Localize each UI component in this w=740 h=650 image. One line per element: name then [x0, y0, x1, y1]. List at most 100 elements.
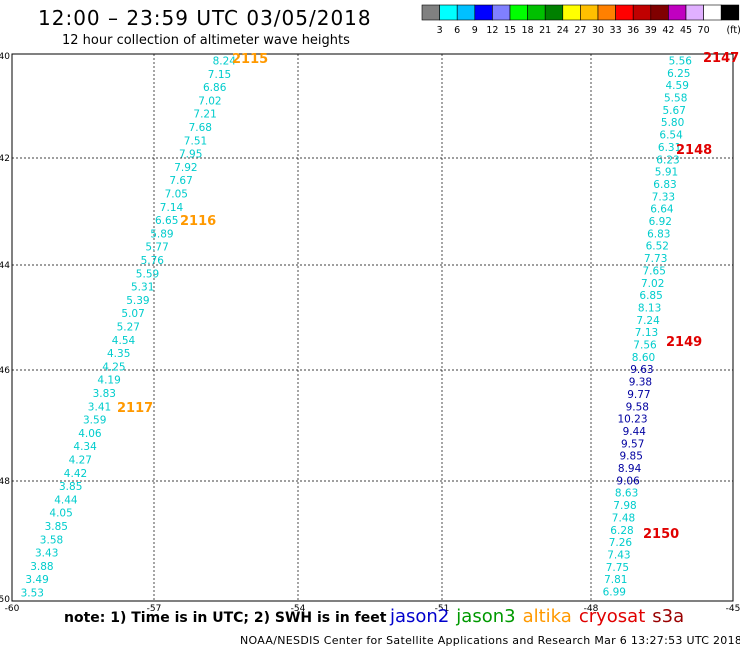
legend-s3a: s3a	[652, 606, 685, 627]
wave-height-value: 7.05	[165, 189, 188, 201]
wave-height-value: 4.05	[49, 508, 72, 520]
wave-height-value: 3.83	[93, 388, 116, 400]
wave-height-value: 7.02	[641, 278, 664, 290]
wave-height-value: 7.21	[193, 109, 216, 121]
wave-height-value: 8.94	[618, 463, 642, 475]
footer-credit: NOAA/NESDIS Center for Satellite Applica…	[240, 634, 740, 647]
x-tick-label: -60	[5, 604, 20, 614]
time-label: 2149	[666, 335, 702, 350]
color-scale-tick: 15	[504, 25, 516, 36]
wave-height-value: 7.75	[606, 562, 629, 574]
wave-height-value: 4.35	[107, 348, 130, 360]
color-scale-tick: 39	[645, 25, 657, 36]
time-label: 2150	[643, 527, 679, 542]
wave-height-value: 4.25	[102, 361, 125, 373]
wave-height-value: 7.68	[189, 122, 212, 134]
color-scale-tick: 12	[486, 25, 498, 36]
x-tick-label: -45	[726, 604, 740, 614]
y-tick-label: -44	[0, 261, 10, 271]
wave-height-value: 8.63	[615, 488, 638, 500]
color-scale-tick: 70	[698, 25, 710, 36]
wave-height-value: 5.89	[150, 228, 173, 240]
wave-height-value: 7.14	[160, 202, 184, 214]
color-scale-tick: 18	[522, 25, 534, 36]
wave-height-value: 4.34	[73, 441, 97, 453]
color-scale-tick: 9	[472, 25, 478, 36]
wave-height-value: 6.28	[610, 525, 633, 537]
time-label: 2117	[117, 401, 153, 416]
wave-height-value: 6.99	[603, 587, 626, 599]
wave-height-value: 4.42	[64, 468, 87, 480]
y-tick-label: -48	[0, 477, 10, 487]
color-scale-tick: 45	[680, 25, 692, 36]
wave-height-value: 3.58	[40, 534, 63, 546]
wave-height-value: 3.49	[25, 574, 48, 586]
time-label: 2115	[232, 52, 268, 67]
wave-height-value: 7.33	[652, 191, 675, 203]
color-scale-tick: 30	[592, 25, 604, 36]
time-label: 2116	[180, 214, 216, 229]
wave-height-value: 4.44	[54, 494, 78, 506]
wave-height-value: 7.43	[607, 550, 630, 562]
wave-height-value: 7.81	[604, 574, 627, 586]
time-label: 2148	[676, 143, 712, 158]
color-scale-bar: 3 6 9 12 15 18 21 24 27 30 33 36 39 42 45 70 (ft)	[421, 4, 740, 36]
wave-height-value: 8.60	[632, 352, 655, 364]
x-tick-label: -48	[584, 604, 599, 614]
wave-height-value: 8.24	[213, 56, 237, 68]
legend-jason2: jason2	[390, 606, 450, 627]
wave-height-value: 7.73	[644, 253, 667, 265]
wave-height-value: 7.48	[612, 512, 635, 524]
wave-height-value: 9.63	[630, 364, 653, 376]
wave-height-value: 5.27	[117, 322, 140, 334]
wave-height-value: 6.23	[656, 154, 679, 166]
wave-height-value: 9.38	[629, 377, 652, 389]
wave-height-value: 3.41	[88, 401, 111, 413]
wave-height-value: 6.25	[667, 68, 690, 80]
y-tick-label: -50	[0, 595, 10, 605]
wave-height-value: 5.67	[663, 105, 686, 117]
wave-height-value: 5.80	[661, 117, 684, 129]
wave-height-value: 6.83	[647, 228, 670, 240]
time-label: 2147	[703, 51, 739, 66]
color-scale-tick: 36	[627, 25, 639, 36]
wave-height-value: 5.07	[121, 308, 144, 320]
wave-height-value: 5.76	[141, 255, 165, 267]
wave-height-value: 5.39	[126, 295, 149, 307]
wave-height-value: 6.54	[659, 130, 683, 142]
plot-frame	[11, 53, 734, 602]
wave-height-value: 9.58	[626, 401, 649, 413]
footer-note: note: 1) Time is in UTC; 2) SWH is in fe…	[64, 610, 387, 626]
wave-height-value: 7.95	[179, 149, 202, 161]
wave-height-value: 3.53	[21, 588, 44, 600]
wave-height-value: 6.65	[155, 215, 178, 227]
wave-height-value: 4.19	[97, 375, 120, 387]
x-tick-label: -54	[291, 604, 306, 614]
wave-height-value: 9.77	[627, 389, 650, 401]
color-scale-swatch	[720, 4, 740, 21]
wave-height-value: 4.59	[666, 80, 689, 92]
color-scale-tick: 24	[557, 25, 569, 36]
satellite-legend: jason2 jason3 altika cryosat s3a	[390, 606, 691, 627]
y-tick-label: -40	[0, 52, 10, 62]
color-scale-tick: 21	[539, 25, 551, 36]
color-scale-tick: 3	[437, 25, 443, 36]
y-tick-label: -46	[0, 366, 10, 376]
color-scale-tick: 33	[610, 25, 622, 36]
wave-height-value: 9.44	[623, 426, 647, 438]
wave-height-value: 3.85	[45, 521, 68, 533]
wave-height-value: 7.15	[208, 69, 231, 81]
wave-height-value: 5.56	[669, 56, 693, 68]
wave-height-value: 3.43	[35, 548, 58, 560]
wave-height-value: 6.86	[203, 82, 227, 94]
wave-height-value: 6.83	[653, 179, 676, 191]
x-tick-label: -51	[435, 604, 450, 614]
wave-height-value: 7.65	[643, 265, 666, 277]
wave-height-value: 7.98	[613, 500, 636, 512]
wave-height-value: 9.85	[620, 451, 643, 463]
wave-height-value: 5.91	[655, 167, 678, 179]
color-scale-tick: 6	[454, 25, 460, 36]
wave-height-value: 5.77	[145, 242, 168, 254]
color-scale-tick: 27	[574, 25, 586, 36]
color-scale-unit: (ft)	[726, 25, 740, 36]
